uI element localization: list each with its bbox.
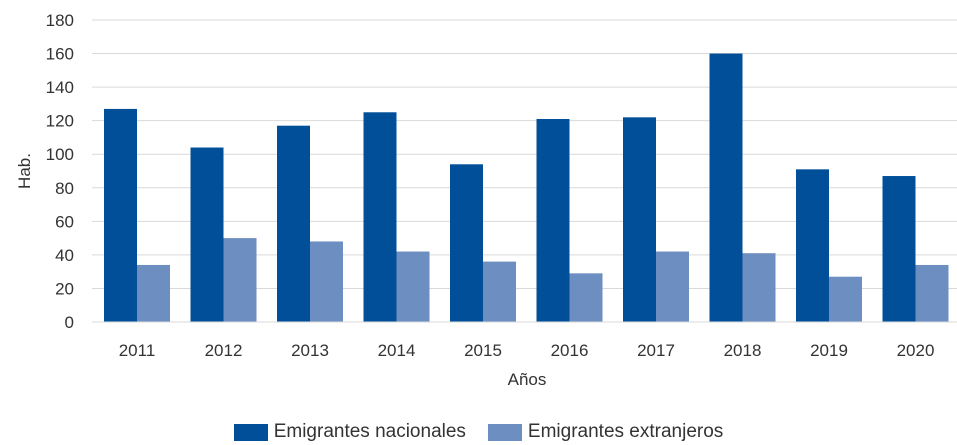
bar-nacionales-2020 (882, 176, 916, 322)
y-tick-label: 100 (46, 145, 74, 164)
bar-extranjeros-2017 (656, 251, 689, 322)
y-axis-ticks: 0 20 40 60 80 100 120 140 160 180 (46, 11, 74, 332)
x-tick-label: 2017 (637, 341, 675, 360)
bar-nacionales-2019 (796, 169, 829, 322)
bar-nacionales-2018 (709, 53, 743, 323)
y-axis-title: Hab. (15, 153, 34, 189)
bar-nacionales-2017 (623, 117, 656, 322)
x-tick-label: 2015 (464, 341, 502, 360)
x-tick-label: 2018 (724, 341, 762, 360)
bar-nacionales-2015 (450, 164, 483, 322)
y-tick-label: 80 (55, 179, 74, 198)
y-tick-label: 20 (55, 279, 74, 298)
legend-label-extranjeros: Emigrantes extranjeros (527, 421, 724, 442)
legend-swatch-extranjeros (487, 423, 522, 441)
bars (104, 53, 949, 323)
legend-item-extranjeros: Emigrantes extranjeros (487, 421, 724, 443)
bar-nacionales-2011 (104, 108, 137, 322)
x-tick-label: 2012 (205, 341, 243, 360)
y-tick-label: 140 (46, 78, 74, 97)
legend: Emigrantes nacionales Emigrantes extranj… (0, 421, 957, 443)
bar-extranjeros-2019 (829, 276, 862, 322)
bar-nacionales-2013 (277, 125, 310, 322)
legend-swatch-nacionales (233, 423, 268, 441)
bar-extranjeros-2011 (137, 264, 170, 322)
bar-extranjeros-2016 (569, 273, 603, 322)
bar-nacionales-2014 (363, 112, 397, 323)
bar-extranjeros-2012 (223, 238, 257, 322)
y-tick-label: 160 (46, 45, 74, 64)
y-tick-label: 180 (46, 11, 74, 30)
legend-label-nacionales: Emigrantes nacionales (273, 421, 466, 442)
bar-nacionales-2016 (536, 118, 570, 322)
bar-extranjeros-2014 (396, 251, 430, 322)
y-tick-label: 0 (65, 313, 74, 332)
x-tick-label: 2014 (378, 341, 416, 360)
x-tick-label: 2016 (551, 341, 589, 360)
bar-extranjeros-2020 (915, 264, 949, 322)
x-tick-label: 2013 (291, 341, 329, 360)
bar-extranjeros-2013 (310, 241, 343, 322)
x-tick-label: 2020 (897, 341, 935, 360)
bar-extranjeros-2015 (483, 261, 516, 322)
x-axis-title: Años (508, 370, 547, 389)
bar-extranjeros-2018 (742, 253, 776, 322)
y-tick-label: 120 (46, 112, 74, 131)
y-tick-label: 40 (55, 246, 74, 265)
legend-item-nacionales: Emigrantes nacionales (233, 421, 466, 443)
x-tick-label: 2011 (119, 341, 156, 360)
x-tick-label: 2019 (810, 341, 848, 360)
y-tick-label: 60 (55, 212, 74, 231)
x-axis-ticks: 2011 2012 2013 2014 2015 2016 2017 2018 2019 2020 (119, 341, 935, 360)
bar-nacionales-2012 (190, 147, 224, 322)
